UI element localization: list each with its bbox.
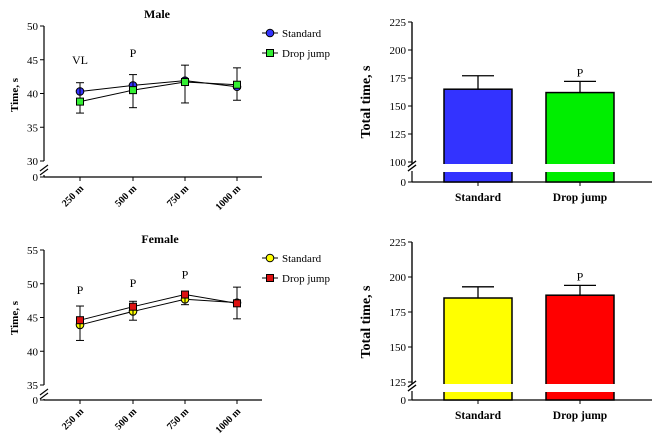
y-tick-label-zero: 0	[33, 395, 39, 407]
x-tick-label: Standard	[455, 192, 502, 204]
y-tick-label: 150	[390, 342, 407, 354]
y-tick-label-zero: 0	[401, 177, 407, 189]
y-tick-label: 225	[390, 17, 407, 29]
chart-title: Female	[141, 232, 179, 246]
series-line	[79, 298, 238, 326]
y-tick-label: 175	[390, 307, 407, 319]
series-1	[76, 64, 241, 106]
bar	[443, 297, 513, 401]
annotation-label: P	[130, 276, 137, 290]
data-point	[129, 86, 137, 95]
legend-label: Standard	[282, 28, 322, 40]
y-tick-label: 100	[390, 157, 407, 169]
y-tick-label: 40	[27, 89, 39, 101]
series-0	[75, 76, 242, 114]
data-point	[181, 290, 189, 299]
y-tick-label: 30	[27, 156, 39, 168]
y-tick-label: 50	[27, 21, 39, 33]
x-tick-label: 750 m	[165, 406, 192, 433]
annotation-label: P	[182, 267, 189, 281]
series-0	[75, 286, 242, 330]
x-tick-label: 1000 m	[214, 183, 244, 213]
data-point	[181, 78, 189, 87]
y-tick-label: 40	[27, 346, 39, 358]
chart-title: Male	[144, 7, 171, 21]
female-line-chart: 35 40 45 50 55 0 Time, s Female 250 m 500 m 750 m 1…	[9, 232, 330, 436]
y-axis-label: Time, s	[9, 300, 21, 335]
y-tick-label: 200	[390, 272, 407, 284]
bar-break-gap	[442, 164, 514, 172]
axis-break-mark	[39, 392, 49, 400]
bar	[545, 294, 615, 401]
y-tick-label: 55	[27, 245, 39, 257]
legend-label: Drop jump	[282, 273, 330, 285]
annotation-label: P	[577, 269, 584, 283]
x-tick-label: 500 m	[113, 406, 140, 433]
axis-break-mark	[39, 164, 49, 172]
axis-break-mark	[407, 380, 417, 388]
annotation-label: P	[130, 46, 137, 60]
legend-label: Standard	[282, 253, 322, 265]
y-tick-label: 125	[390, 377, 407, 389]
x-tick-label: 250 m	[60, 183, 87, 210]
data-point	[233, 80, 241, 89]
data-point	[76, 316, 84, 325]
female-bar-chart: 125 150 175 200 225 0 Total time, s Standard Dro…	[359, 237, 652, 422]
y-tick-label: 175	[390, 73, 407, 85]
x-tick-label: Standard	[455, 410, 502, 422]
y-tick-label: 50	[27, 279, 39, 291]
y-tick-label-zero: 0	[33, 172, 39, 184]
x-tick-label: Drop jump	[553, 192, 607, 204]
y-tick-label: 125	[390, 129, 407, 141]
legend-label: Drop jump	[282, 48, 330, 60]
y-tick-label: 225	[390, 237, 407, 249]
legend-marker	[265, 28, 275, 38]
legend-marker	[266, 274, 274, 282]
x-tick-label: 750 m	[165, 183, 192, 210]
axis-break-mark	[407, 160, 417, 168]
x-tick-label: 500 m	[113, 183, 140, 210]
axis-break-mark	[39, 388, 49, 396]
axis-break-mark	[407, 384, 417, 392]
y-tick-label: 150	[390, 101, 407, 113]
y-tick-label: 200	[390, 45, 407, 57]
x-tick-label: 250 m	[60, 406, 87, 433]
legend-marker	[265, 253, 275, 263]
series-1	[76, 290, 241, 341]
axis-break-mark	[39, 168, 49, 176]
series-line	[79, 294, 238, 321]
y-axis-label: Total time, s	[359, 285, 374, 359]
bar-break-gap	[544, 164, 616, 172]
data-point	[233, 299, 241, 308]
legend-marker	[266, 49, 274, 57]
axis-break-mark	[407, 164, 417, 172]
data-point	[129, 302, 137, 311]
male-line-chart: 30 35 40 45 50 0 Time, s Male 250 m 500 m 750 m 100…	[9, 7, 330, 213]
y-tick-label: 45	[27, 55, 39, 67]
y-tick-label: 35	[27, 122, 39, 134]
annotation-label: P	[577, 65, 584, 79]
annotation-label: P	[77, 283, 84, 297]
male-bar-chart: 100 125 150 175 200 225 0 Total time, s Standard…	[359, 17, 652, 204]
x-tick-label: 1000 m	[214, 406, 244, 436]
x-tick-label: Drop jump	[553, 410, 607, 422]
y-axis-label: Time, s	[9, 77, 21, 112]
y-tick-label: 45	[27, 313, 39, 325]
annotation-label: VL	[72, 53, 88, 67]
bar-break-gap	[544, 384, 616, 392]
data-point	[76, 97, 84, 106]
series-line	[79, 81, 238, 103]
y-axis-label: Total time, s	[359, 65, 374, 139]
y-tick-label: 35	[27, 380, 39, 392]
bar-break-gap	[442, 384, 514, 392]
y-tick-label-zero: 0	[401, 395, 407, 407]
